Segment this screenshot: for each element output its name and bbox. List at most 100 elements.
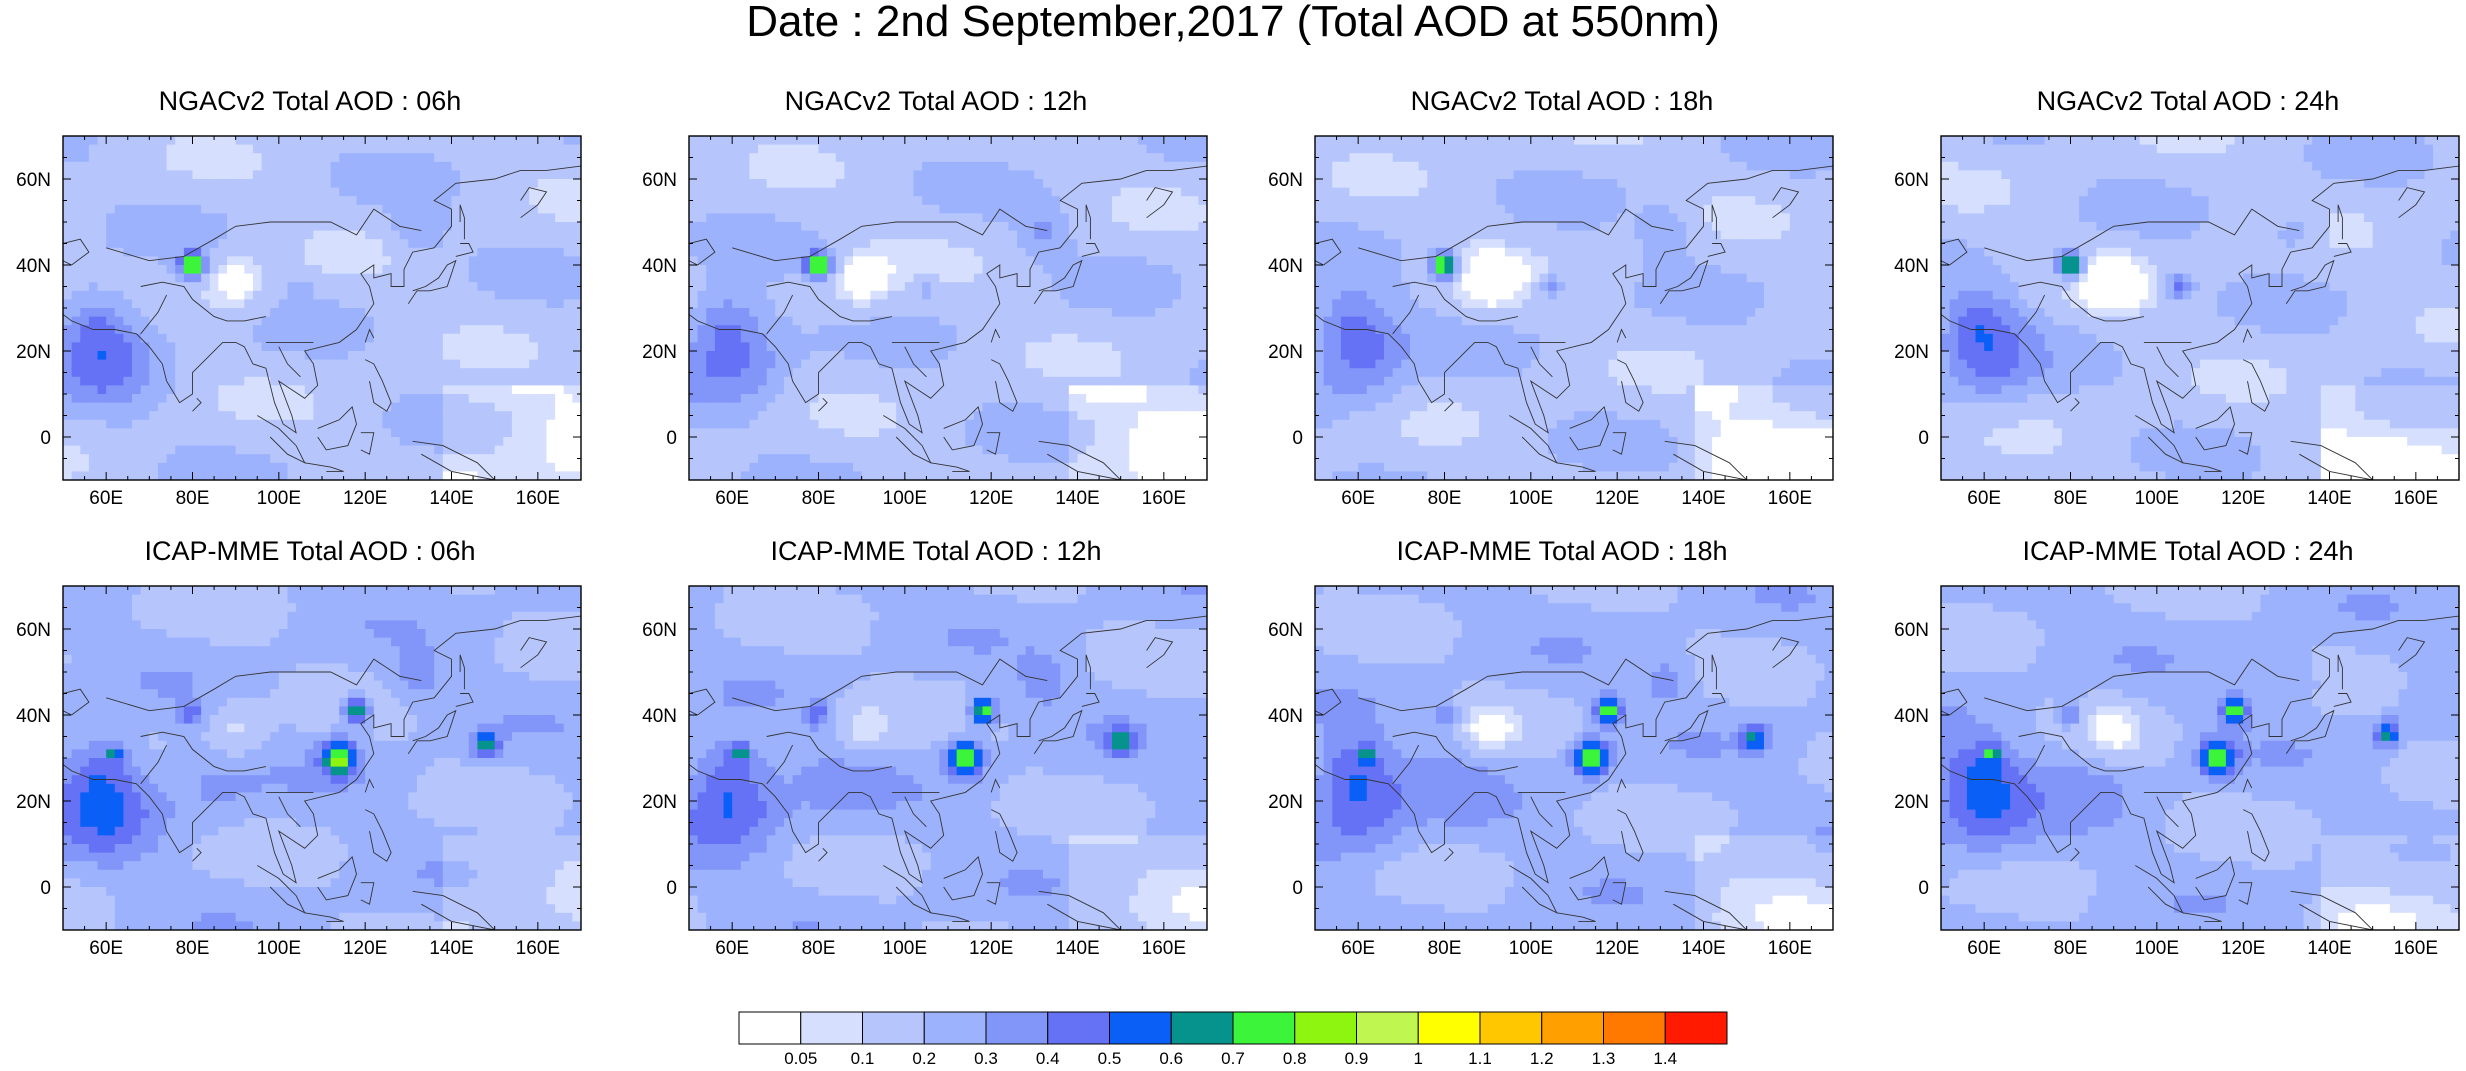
lon-tick-label: 100E	[1509, 938, 1553, 959]
map-panel-icap-18: ICAP-MME Total AOD : 18h 60E 80E 100E 120E 1…	[1268, 536, 1842, 959]
colorbar-swatch	[1479, 1011, 1543, 1045]
lon-tick-label: 100E	[883, 938, 927, 959]
colorbar-swatch	[1603, 1011, 1666, 1045]
lon-tick-label: 120E	[343, 488, 387, 509]
colorbar-label: 0.05	[784, 1049, 817, 1068]
lon-tick-label: 140E	[429, 488, 473, 509]
lat-tick-label: 0	[1918, 428, 1929, 449]
lat-tick-label: 40N	[1894, 256, 1929, 277]
lon-tick-label: 60E	[1967, 488, 2001, 509]
colorbar-label: 1.1	[1468, 1049, 1492, 1068]
coastlines	[1941, 615, 2459, 930]
colorbar-label: 0.3	[974, 1049, 998, 1068]
lon-tick-label: 100E	[1509, 488, 1553, 509]
colorbar-swatch	[1109, 1011, 1172, 1045]
panel-title: NGACv2 Total AOD : 24h	[1908, 86, 2466, 116]
aod-map: 60E 80E 100E 120E 140E 160E 0 20N 40N 60N	[642, 585, 1208, 959]
lon-tick-label: 140E	[1055, 488, 1099, 509]
lat-tick-label: 60N	[16, 170, 51, 191]
lon-tick-label: 140E	[1681, 488, 1725, 509]
colorbar-label: 0.7	[1221, 1049, 1245, 1068]
lon-tick-label: 80E	[1428, 488, 1462, 509]
coastlines	[63, 165, 581, 480]
lon-tick-label: 160E	[516, 488, 560, 509]
lat-tick-label: 60N	[1268, 170, 1303, 191]
lon-tick-label: 120E	[2221, 488, 2265, 509]
lat-tick-label: 0	[1918, 878, 1929, 899]
lon-tick-label: 160E	[1142, 488, 1186, 509]
lon-tick-label: 100E	[2135, 938, 2179, 959]
aod-grid	[689, 586, 1207, 930]
colorbar-swatch	[1232, 1011, 1296, 1045]
map-panel-ngac-06: NGACv2 Total AOD : 06h 60E 80E 100E 120E 140…	[16, 86, 590, 509]
lon-tick-label: 80E	[2054, 488, 2088, 509]
lon-tick-label: 80E	[176, 938, 210, 959]
lon-tick-label: 140E	[429, 938, 473, 959]
lat-tick-label: 60N	[642, 620, 677, 641]
lon-tick-label: 160E	[1142, 938, 1186, 959]
lat-tick-label: 60N	[1268, 620, 1303, 641]
aod-grid	[689, 136, 1207, 480]
panel-title: ICAP-MME Total AOD : 06h	[30, 536, 590, 566]
colorbar-swatch	[1047, 1011, 1110, 1045]
lon-tick-label: 160E	[2394, 488, 2438, 509]
lon-tick-label: 140E	[2307, 938, 2351, 959]
map-panel-ngac-12: NGACv2 Total AOD : 12h 60E 80E 100E 120E 140…	[642, 86, 1216, 509]
coastlines	[689, 165, 1207, 480]
lon-tick-label: 60E	[715, 938, 749, 959]
lat-tick-label: 20N	[1894, 342, 1929, 363]
lat-tick-label: 60N	[1894, 170, 1929, 191]
figure-title: Date : 2nd September,2017 (Total AOD at …	[0, 0, 2466, 50]
lon-tick-label: 140E	[1681, 938, 1725, 959]
colorbar-swatch	[1541, 1011, 1604, 1045]
lat-tick-label: 20N	[1268, 792, 1303, 813]
colorbar-label: 0.9	[1345, 1049, 1369, 1068]
lon-tick-label: 120E	[343, 938, 387, 959]
lat-tick-label: 0	[666, 878, 677, 899]
lon-tick-label: 120E	[969, 938, 1013, 959]
lon-tick-label: 60E	[89, 488, 123, 509]
lat-tick-label: 40N	[16, 706, 51, 727]
lon-tick-label: 160E	[516, 938, 560, 959]
colorbar-swatch	[800, 1011, 863, 1045]
lon-tick-label: 80E	[2054, 938, 2088, 959]
lon-tick-label: 140E	[2307, 488, 2351, 509]
colorbar-swatch	[1294, 1011, 1357, 1045]
colorbar: 0.05 0.1 0.2 0.3 0.4 0.5 0.6 0.7 0.8 0.9 1 1.1 1.2 1.…	[738, 1011, 1728, 1068]
lat-tick-label: 40N	[1268, 706, 1303, 727]
aod-grid	[1315, 136, 1833, 480]
lat-tick-label: 40N	[1894, 706, 1929, 727]
lat-tick-label: 20N	[16, 342, 51, 363]
aod-map: 60E 80E 100E 120E 140E 160E 0 20N 40N 60N	[1894, 135, 2460, 509]
colorbar-label: 0.1	[851, 1049, 875, 1068]
map-panel-icap-24: ICAP-MME Total AOD : 24h 60E 80E 100E 120E 1…	[1894, 536, 2466, 959]
aod-map: 60E 80E 100E 120E 140E 160E 0 20N 40N 60N	[1268, 135, 1834, 509]
map-panel-icap-12: ICAP-MME Total AOD : 12h 60E 80E 100E 120E 1…	[642, 536, 1216, 959]
lon-tick-label: 160E	[2394, 938, 2438, 959]
lat-tick-label: 0	[40, 878, 51, 899]
lat-tick-label: 20N	[16, 792, 51, 813]
coastlines	[689, 615, 1207, 930]
colorbar-label: 0.8	[1283, 1049, 1307, 1068]
lon-tick-label: 120E	[969, 488, 1013, 509]
lon-tick-label: 80E	[802, 488, 836, 509]
colorbar-swatch	[1664, 1011, 1728, 1045]
lat-tick-label: 60N	[16, 620, 51, 641]
aod-grid	[1941, 136, 2459, 480]
lat-tick-label: 20N	[1268, 342, 1303, 363]
lon-tick-label: 120E	[1595, 488, 1639, 509]
panel-title: NGACv2 Total AOD : 06h	[30, 86, 590, 116]
lat-tick-label: 40N	[642, 256, 677, 277]
lon-tick-label: 60E	[1967, 938, 2001, 959]
colorbar-label: 1.2	[1530, 1049, 1554, 1068]
lon-tick-label: 160E	[1768, 488, 1812, 509]
lon-tick-label: 160E	[1768, 938, 1812, 959]
lat-tick-label: 40N	[1268, 256, 1303, 277]
lon-tick-label: 60E	[89, 938, 123, 959]
aod-grid	[63, 136, 581, 480]
colorbar-swatch	[738, 1011, 802, 1045]
colorbar-label: 0.2	[912, 1049, 936, 1068]
aod-grid	[63, 586, 581, 930]
coastlines	[63, 615, 581, 930]
panel-title: ICAP-MME Total AOD : 18h	[1282, 536, 1842, 566]
